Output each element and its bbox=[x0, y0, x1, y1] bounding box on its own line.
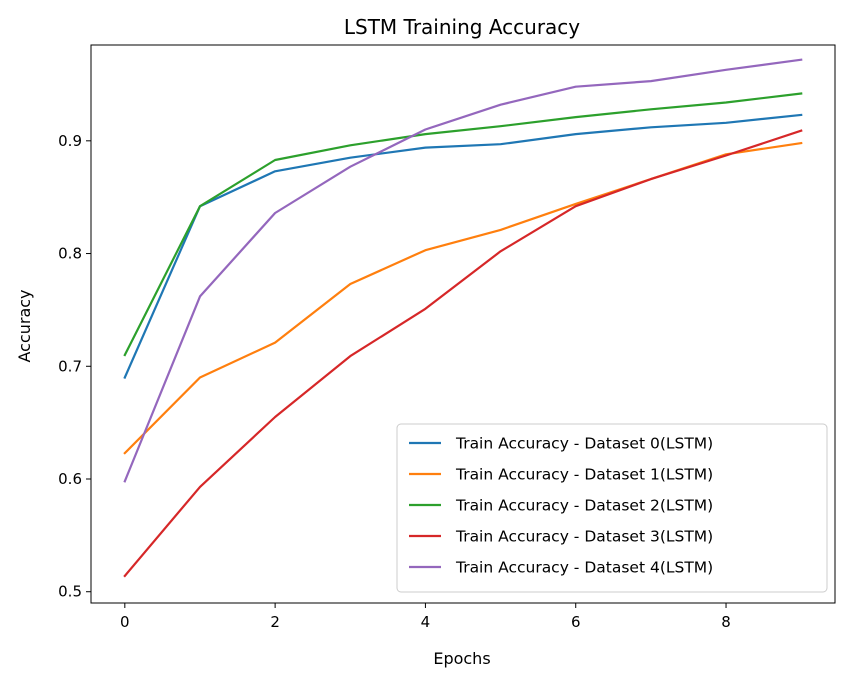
x-tick-label: 8 bbox=[721, 613, 731, 631]
chart-title: LSTM Training Accuracy bbox=[344, 15, 580, 39]
legend-label: Train Accuracy - Dataset 1(LSTM) bbox=[455, 466, 713, 484]
y-tick-label: 0.6 bbox=[58, 470, 82, 488]
plot-frame bbox=[90, 44, 836, 604]
x-tick-label: 0 bbox=[120, 613, 130, 631]
legend-label: Train Accuracy - Dataset 4(LSTM) bbox=[455, 559, 713, 577]
x-axis-ticks: 0 2 4 6 8 bbox=[120, 603, 731, 631]
y-axis-ticks: 0.5 0.6 0.7 0.8 0.9 bbox=[58, 132, 91, 601]
plot-area bbox=[90, 44, 836, 604]
legend-label: Train Accuracy - Dataset 2(LSTM) bbox=[455, 497, 713, 515]
series-line-dataset-4 bbox=[123, 58, 803, 483]
legend-box bbox=[396, 423, 828, 593]
legend: Train Accuracy - Dataset 0(LSTM) Train Ac… bbox=[396, 423, 828, 593]
x-axis-label: Epochs bbox=[433, 649, 490, 668]
x-tick-label: 4 bbox=[421, 613, 431, 631]
series-line-dataset-3 bbox=[123, 129, 803, 578]
y-axis-label: Accuracy bbox=[15, 289, 34, 362]
y-tick-label: 0.8 bbox=[58, 245, 82, 263]
y-tick-label: 0.7 bbox=[58, 357, 82, 375]
legend-label: Train Accuracy - Dataset 3(LSTM) bbox=[455, 528, 713, 546]
series-lines bbox=[123, 58, 803, 578]
legend-label: Train Accuracy - Dataset 0(LSTM) bbox=[455, 435, 713, 453]
y-tick-label: 0.9 bbox=[58, 132, 82, 150]
x-tick-label: 6 bbox=[571, 613, 581, 631]
y-tick-label: 0.5 bbox=[58, 583, 82, 601]
x-tick-label: 2 bbox=[270, 613, 280, 631]
series-line-dataset-0 bbox=[123, 113, 803, 379]
series-line-dataset-2 bbox=[123, 92, 803, 357]
